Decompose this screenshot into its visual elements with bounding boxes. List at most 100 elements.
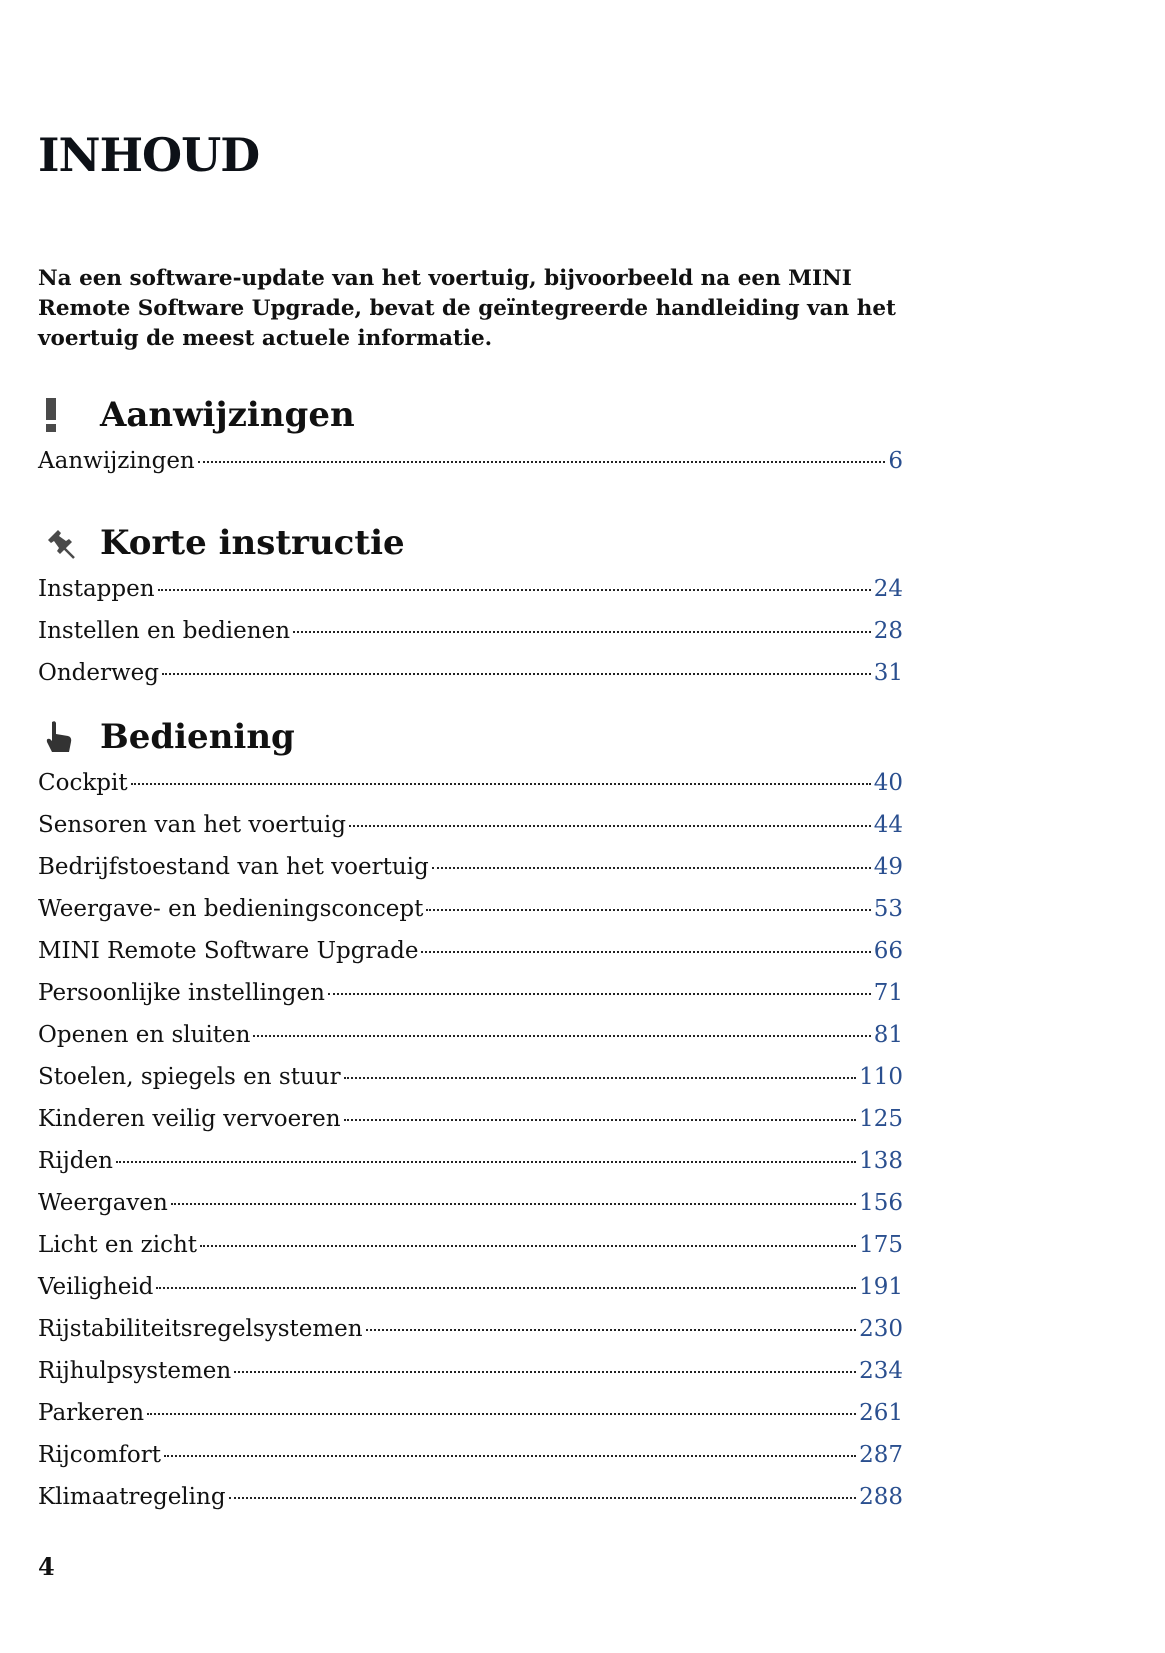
toc-entry[interactable]: Rijhulpsystemen 234 <box>38 1350 903 1392</box>
toc-entry-page[interactable]: 191 <box>859 1274 903 1300</box>
toc-entry-label: Rijstabiliteitsregelsystemen <box>38 1316 363 1342</box>
toc-entry[interactable]: Parkeren 261 <box>38 1392 903 1434</box>
toc-entry[interactable]: Licht en zicht 175 <box>38 1224 903 1266</box>
toc-entry-page[interactable]: 156 <box>859 1190 903 1216</box>
dot-leader <box>293 631 871 633</box>
dot-leader <box>157 589 871 591</box>
toc-entry-page[interactable]: 49 <box>873 854 903 880</box>
toc-entry[interactable]: Rijden 138 <box>38 1140 903 1182</box>
section-aanwijzingen: Aanwijzingen Aanwijzingen 6 <box>38 390 903 482</box>
toc-entry-label: Aanwijzingen <box>38 448 195 474</box>
section-title: Aanwijzingen <box>100 395 355 435</box>
dot-leader <box>234 1371 857 1373</box>
toc-entry-label: Onderweg <box>38 660 160 686</box>
toc-entry-label: Klimaatregeling <box>38 1484 226 1510</box>
dot-leader <box>197 461 886 463</box>
dot-leader <box>115 1161 857 1163</box>
dot-leader <box>348 825 871 827</box>
toc-entry[interactable]: Bedrijfstoestand van het voertuig 49 <box>38 846 903 888</box>
toc-entry-label: Persoonlijke instellingen <box>38 980 325 1006</box>
toc-entry[interactable]: Instellen en bedienen 28 <box>38 610 903 652</box>
toc-entry-page[interactable]: 71 <box>873 980 903 1006</box>
dot-leader <box>228 1497 857 1499</box>
dot-leader <box>426 909 871 911</box>
toc-entry-page[interactable]: 66 <box>873 938 903 964</box>
toc-entry-label: Sensoren van het voertuig <box>38 812 346 838</box>
toc-entry-page[interactable]: 287 <box>859 1442 903 1468</box>
toc-entry-page[interactable]: 288 <box>859 1484 903 1510</box>
toc-entry-label: Weergave- en bedieningsconcept <box>38 896 424 922</box>
toc-entry-label: Licht en zicht <box>38 1232 198 1258</box>
toc-entry-label: Cockpit <box>38 770 128 796</box>
toc-entry-label: Rijcomfort <box>38 1442 161 1468</box>
dot-leader <box>130 783 871 785</box>
dot-leader <box>365 1329 857 1331</box>
toc-entry[interactable]: Cockpit 40 <box>38 762 903 804</box>
toc-entry[interactable]: Stoelen, spiegels en stuur 110 <box>38 1056 903 1098</box>
toc-entry[interactable]: Instappen 24 <box>38 568 903 610</box>
toc-entry[interactable]: Aanwijzingen 6 <box>38 440 903 482</box>
toc-entry-page[interactable]: 230 <box>859 1316 903 1342</box>
toc-entry-page[interactable]: 175 <box>859 1232 903 1258</box>
toc-entry[interactable]: Kinderen veilig vervoeren 125 <box>38 1098 903 1140</box>
toc-entry-label: Veiligheid <box>38 1274 154 1300</box>
dot-leader <box>421 951 871 953</box>
toc-entry-label: Instellen en bedienen <box>38 618 291 644</box>
section-heading: Bediening <box>38 712 903 762</box>
toc-entry-page[interactable]: 40 <box>873 770 903 796</box>
toc-entry-label: MINI Remote Software Upgrade <box>38 938 419 964</box>
dot-leader <box>156 1287 857 1289</box>
dot-leader <box>147 1413 857 1415</box>
dot-leader <box>162 673 871 675</box>
toc-entry[interactable]: Rijstabiliteitsregelsystemen 230 <box>38 1308 903 1350</box>
section-title: Korte instructie <box>100 523 405 563</box>
toc-entry-page[interactable]: 261 <box>859 1400 903 1426</box>
section-bediening: Bediening Cockpit 40 Sensoren van het voer… <box>38 712 903 1518</box>
toc-entry[interactable]: Weergaven 156 <box>38 1182 903 1224</box>
toc-entry-label: Stoelen, spiegels en stuur <box>38 1064 341 1090</box>
toc-entry-label: Rijhulpsystemen <box>38 1358 232 1384</box>
toc-entry[interactable]: Weergave- en bedieningsconcept 53 <box>38 888 903 930</box>
dot-leader <box>431 867 871 869</box>
toc-entry[interactable]: Onderweg 31 <box>38 652 903 694</box>
toc-entry-page[interactable]: 81 <box>873 1022 903 1048</box>
section-heading: Korte instructie <box>38 518 903 568</box>
section-korte-instructie: Korte instructie Instappen 24 Instellen en… <box>38 518 903 694</box>
toc-entry[interactable]: Veiligheid 191 <box>38 1266 903 1308</box>
section-title: Bediening <box>100 717 295 757</box>
toc-entry[interactable]: MINI Remote Software Upgrade 66 <box>38 930 903 972</box>
exclamation-icon <box>38 395 84 435</box>
pushpin-icon <box>38 523 84 563</box>
dot-leader <box>170 1203 857 1205</box>
dot-leader <box>343 1119 857 1121</box>
toc-entry[interactable]: Rijcomfort 287 <box>38 1434 903 1476</box>
toc-entry-label: Instappen <box>38 576 155 602</box>
toc-entry-page[interactable]: 31 <box>873 660 903 686</box>
page-title: INHOUD <box>38 128 260 182</box>
toc-entry-page[interactable]: 125 <box>859 1106 903 1132</box>
toc-entry[interactable]: Persoonlijke instellingen 71 <box>38 972 903 1014</box>
toc-entry-page[interactable]: 6 <box>888 448 903 474</box>
page-number: 4 <box>38 1552 55 1581</box>
dot-leader <box>253 1035 871 1037</box>
toc-entry-page[interactable]: 24 <box>873 576 903 602</box>
toc-entry-label: Parkeren <box>38 1400 145 1426</box>
dot-leader <box>343 1077 857 1079</box>
toc-entry-label: Kinderen veilig vervoeren <box>38 1106 341 1132</box>
toc-entry-page[interactable]: 138 <box>859 1148 903 1174</box>
toc-entry-page[interactable]: 110 <box>859 1064 903 1090</box>
dot-leader <box>327 993 871 995</box>
toc-entry-page[interactable]: 28 <box>873 618 903 644</box>
toc-entry[interactable]: Openen en sluiten 81 <box>38 1014 903 1056</box>
toc-entry-page[interactable]: 53 <box>873 896 903 922</box>
toc-entry-label: Weergaven <box>38 1190 168 1216</box>
toc-entry-label: Openen en sluiten <box>38 1022 251 1048</box>
dot-leader <box>163 1455 857 1457</box>
toc-entry-page[interactable]: 234 <box>859 1358 903 1384</box>
toc-entry[interactable]: Sensoren van het voertuig 44 <box>38 804 903 846</box>
dot-leader <box>200 1245 857 1247</box>
intro-text: Na een software-update van het voertuig,… <box>38 266 896 351</box>
toc-entry[interactable]: Klimaatregeling 288 <box>38 1476 903 1518</box>
toc-entry-page[interactable]: 44 <box>873 812 903 838</box>
toc-entry-label: Bedrijfstoestand van het voertuig <box>38 854 429 880</box>
